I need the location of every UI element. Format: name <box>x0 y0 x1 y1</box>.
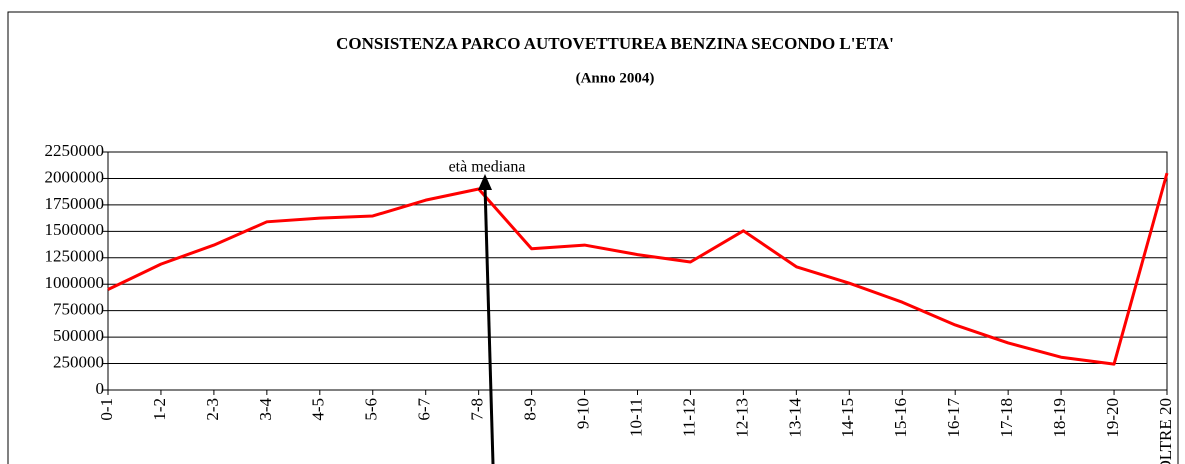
x-tick-label: 10-11 <box>626 398 645 437</box>
x-tick-label: 1-2 <box>150 398 169 421</box>
plot: 0 250000 500000 750000 1000000 1250000 1500000… <box>45 141 1175 464</box>
x-tick-label: 2-3 <box>203 398 222 421</box>
x-tick-label: 8-9 <box>521 398 540 421</box>
y-tick-label: 500000 <box>53 326 104 345</box>
y-tick-label: 2250000 <box>45 141 105 160</box>
x-tick-label: 9-10 <box>573 398 592 429</box>
x-tick-label: 5-6 <box>362 398 381 421</box>
y-tick-label: 1750000 <box>45 194 105 213</box>
y-tick-label: 750000 <box>53 300 104 319</box>
x-tick-label: 7-8 <box>468 398 487 421</box>
plot-area <box>107 151 1168 391</box>
annotation-arrow <box>483 185 495 464</box>
x-tick-label: 15-16 <box>891 398 910 438</box>
y-tick-label: 2000000 <box>45 167 105 186</box>
x-tick-label: 19-20 <box>1103 398 1122 438</box>
annotation-arrowhead <box>478 174 492 190</box>
annotation: età mediana <box>449 159 526 176</box>
x-tick-label: 12-13 <box>732 398 751 438</box>
x-tick-label: 11-12 <box>679 398 698 437</box>
x-tick-label: 14-15 <box>838 398 857 438</box>
x-tick-label: 18-19 <box>1050 398 1069 438</box>
y-tick-label: 0 <box>96 379 105 398</box>
x-tick-label: 3-4 <box>256 398 275 421</box>
y-tick-label: 250000 <box>53 352 104 371</box>
x-tick-label: 16-17 <box>944 398 963 438</box>
chart-title: CONSISTENZA PARCO AUTOVETTUREA BENZINA S… <box>336 34 894 53</box>
y-tick-label: 1500000 <box>45 220 105 239</box>
x-tick-label: 0-1 <box>97 398 116 421</box>
y-tick-label: 1000000 <box>45 273 105 292</box>
x-tick-label: 6-7 <box>415 398 434 421</box>
x-tick-label: 4-5 <box>309 398 328 421</box>
x-tick-label: 13-14 <box>785 398 804 438</box>
x-tick-label: OLTRE 20 <box>1156 398 1175 464</box>
chart-subtitle: (Anno 2004) <box>576 70 655 86</box>
x-tick-label: 17-18 <box>997 398 1016 438</box>
line-series <box>107 172 1169 366</box>
y-tick-label: 1250000 <box>45 247 105 266</box>
